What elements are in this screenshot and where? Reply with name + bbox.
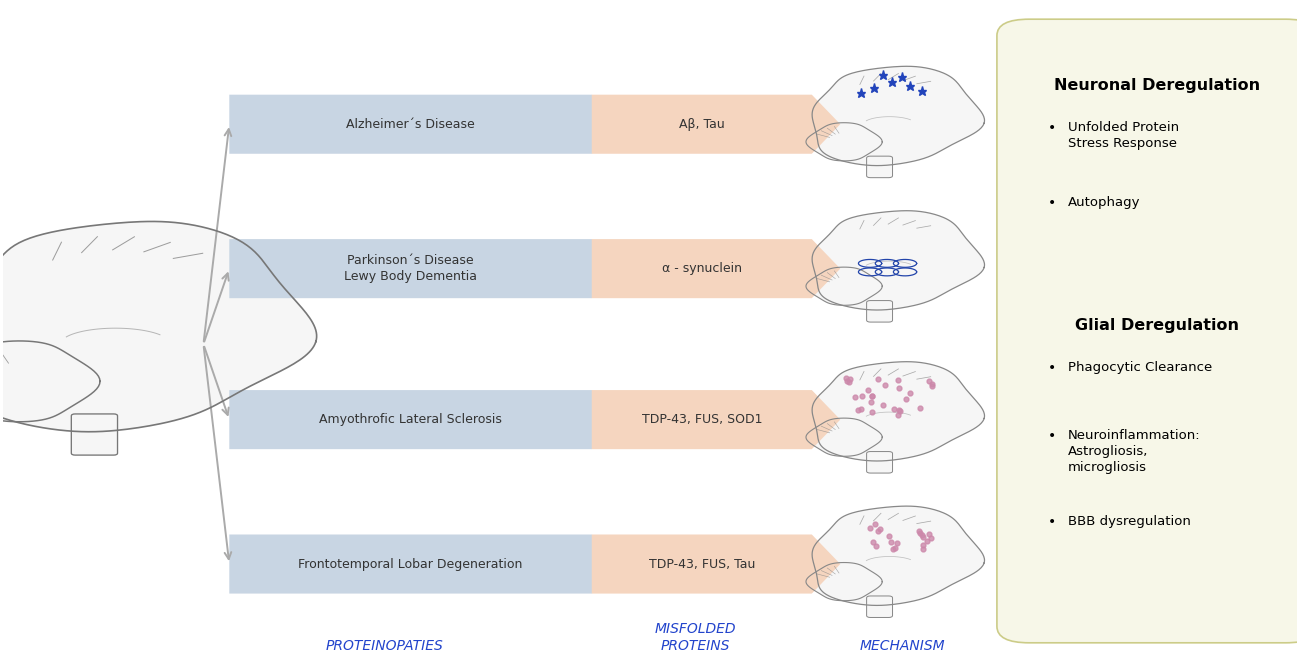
Polygon shape xyxy=(806,267,883,305)
Polygon shape xyxy=(812,66,984,166)
Polygon shape xyxy=(812,361,984,461)
Text: α - synuclein: α - synuclein xyxy=(662,262,742,275)
Polygon shape xyxy=(592,534,840,594)
Polygon shape xyxy=(592,95,840,154)
Polygon shape xyxy=(812,506,984,606)
Text: BBB dysregulation: BBB dysregulation xyxy=(1069,515,1191,528)
Text: •: • xyxy=(1048,430,1056,444)
Text: Amyothrofic Lateral Sclerosis: Amyothrofic Lateral Sclerosis xyxy=(318,413,502,426)
Text: •: • xyxy=(1048,121,1056,135)
Text: PROTEINOPATIES: PROTEINOPATIES xyxy=(326,639,443,653)
FancyBboxPatch shape xyxy=(867,156,893,177)
Polygon shape xyxy=(812,211,984,310)
Text: Aβ, Tau: Aβ, Tau xyxy=(679,118,724,130)
FancyBboxPatch shape xyxy=(867,301,893,322)
Polygon shape xyxy=(0,222,317,432)
Text: •: • xyxy=(1048,197,1056,211)
Polygon shape xyxy=(592,239,840,298)
Text: Alzheimer´s Disease: Alzheimer´s Disease xyxy=(346,118,474,130)
FancyBboxPatch shape xyxy=(867,596,893,618)
Polygon shape xyxy=(229,390,620,449)
Text: •: • xyxy=(1048,361,1056,375)
Text: MISFOLDED
PROTEINS: MISFOLDED PROTEINS xyxy=(655,622,736,653)
Polygon shape xyxy=(229,534,620,594)
Text: Neuroinflammation:
Astrogliosis,
microgliosis: Neuroinflammation: Astrogliosis, microgl… xyxy=(1069,430,1201,475)
Polygon shape xyxy=(806,418,883,456)
Polygon shape xyxy=(229,95,620,154)
Text: Autophagy: Autophagy xyxy=(1069,197,1140,209)
Text: •: • xyxy=(1048,515,1056,529)
Text: Neuronal Deregulation: Neuronal Deregulation xyxy=(1054,78,1261,93)
Text: Unfolded Protein
Stress Response: Unfolded Protein Stress Response xyxy=(1069,121,1179,150)
Text: Frontotemporal Lobar Degeneration: Frontotemporal Lobar Degeneration xyxy=(298,557,523,571)
FancyBboxPatch shape xyxy=(867,451,893,473)
Polygon shape xyxy=(806,563,883,600)
Text: TDP-43, FUS, Tau: TDP-43, FUS, Tau xyxy=(649,557,755,571)
Text: MECHANISM: MECHANISM xyxy=(859,639,945,653)
Text: Parkinson´s Disease
Lewy Body Dementia: Parkinson´s Disease Lewy Body Dementia xyxy=(344,254,477,283)
FancyBboxPatch shape xyxy=(72,414,117,455)
Polygon shape xyxy=(0,341,100,422)
Polygon shape xyxy=(806,122,883,161)
FancyBboxPatch shape xyxy=(997,19,1300,643)
Text: TDP-43, FUS, SOD1: TDP-43, FUS, SOD1 xyxy=(641,413,762,426)
Polygon shape xyxy=(229,239,620,298)
Polygon shape xyxy=(592,390,840,449)
Text: Glial Deregulation: Glial Deregulation xyxy=(1075,318,1239,333)
Text: Phagocytic Clearance: Phagocytic Clearance xyxy=(1069,361,1213,373)
